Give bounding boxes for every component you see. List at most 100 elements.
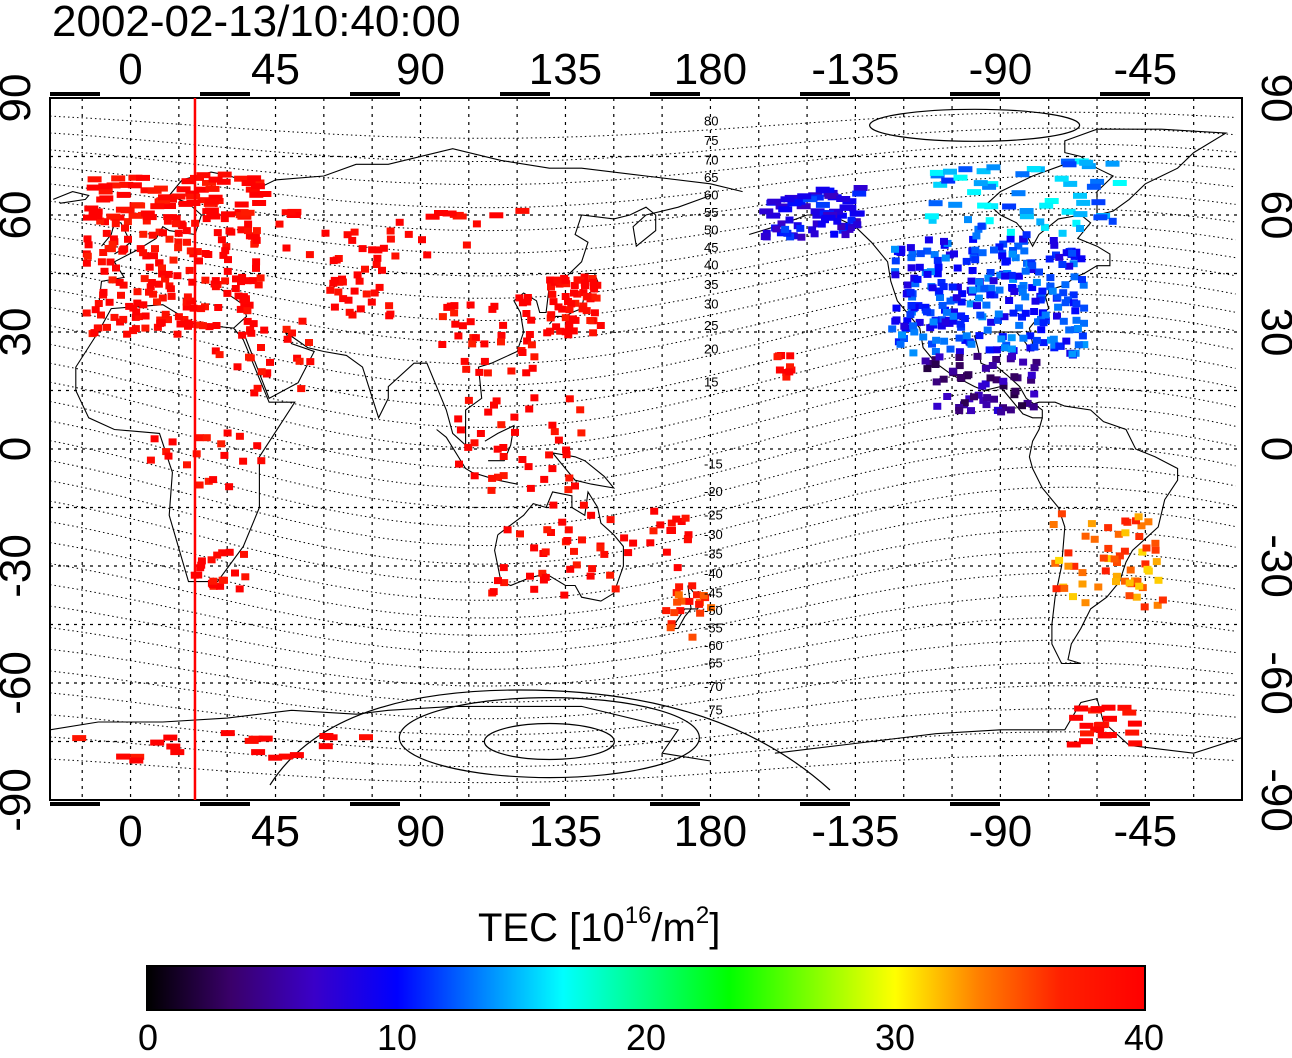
- tec-pixel: [589, 329, 598, 337]
- tec-pixel: [466, 318, 475, 326]
- tec-pixel: [323, 734, 338, 741]
- tec-pixel: [202, 434, 211, 442]
- tec-pixel: [221, 277, 230, 285]
- tec-pixel: [165, 235, 174, 243]
- tec-pixel: [1039, 319, 1048, 327]
- tec-pixel: [1058, 229, 1067, 237]
- tec-pixel: [588, 293, 597, 301]
- tec-pixel: [1125, 579, 1134, 587]
- tec-pixel: [1062, 337, 1071, 345]
- tec-pixel: [395, 218, 404, 226]
- top-longitude-tick-label: 90: [396, 45, 445, 94]
- tec-pixel: [676, 607, 685, 615]
- tec-pixel: [1112, 180, 1127, 186]
- tec-pixel: [937, 279, 946, 286]
- tec-pixel: [900, 335, 908, 342]
- tec-pixel: [386, 227, 395, 235]
- tec-pixel: [257, 457, 266, 465]
- tec-pixel: [891, 257, 900, 265]
- tec-pixel: [1014, 272, 1023, 280]
- tec-pixel: [833, 217, 842, 225]
- tec-pixel: [250, 389, 259, 397]
- tec-pixel: [967, 340, 976, 348]
- tec-pixel: [1019, 358, 1028, 366]
- tec-pixel: [1072, 316, 1081, 324]
- tec-pixel: [997, 335, 1006, 343]
- tec-pixel: [939, 283, 948, 291]
- tec-pixel: [326, 286, 335, 294]
- tec-pixel: [386, 235, 395, 243]
- tec-pixel: [898, 331, 906, 339]
- tec-pixel: [211, 347, 220, 355]
- tec-pixel: [125, 302, 134, 310]
- tec-pixel: [1133, 577, 1142, 585]
- tec-pixel: [131, 202, 146, 209]
- tec-pixel: [571, 299, 580, 307]
- tec-pixel: [932, 378, 941, 386]
- tec-pixel: [221, 247, 230, 255]
- tec-pixel: [101, 218, 109, 226]
- tec-pixel: [1068, 350, 1077, 358]
- tec-pixel: [967, 407, 975, 415]
- tec-pixel: [981, 364, 990, 372]
- top-longitude-tick-label: 135: [529, 45, 602, 94]
- tec-pixel: [245, 353, 253, 361]
- tec-pixel: [588, 275, 597, 282]
- tec-pixel: [418, 236, 426, 244]
- tec-pixel: [1032, 336, 1041, 344]
- tec-pixel: [220, 730, 235, 737]
- tec-pixel: [240, 209, 255, 216]
- tec-pixel: [169, 256, 178, 264]
- tec-pixel: [1036, 296, 1045, 304]
- tec-pixel: [1009, 275, 1018, 283]
- tec-pixel: [455, 460, 463, 468]
- tec-pixel: [1035, 268, 1043, 276]
- tec-pixel: [288, 329, 296, 337]
- tec-pixel: [379, 244, 388, 252]
- tec-pixel: [596, 544, 605, 552]
- tec-pixel: [579, 289, 588, 297]
- bottom-longitude-tick-label: 135: [529, 807, 602, 856]
- bottom-longitude-tick-label: -45: [1114, 807, 1178, 856]
- tec-pixel: [1018, 313, 1026, 321]
- tec-pixel: [173, 272, 182, 280]
- tec-pixel: [995, 286, 1004, 294]
- tec-pixel: [1030, 308, 1039, 315]
- tec-pixel: [942, 308, 951, 316]
- tec-pixel: [1079, 738, 1093, 745]
- tec-pixel: [489, 212, 504, 219]
- tec-pixel: [488, 474, 497, 482]
- tec-pixel: [127, 182, 142, 189]
- tec-pixel: [87, 176, 102, 183]
- tec-pixel: [197, 557, 206, 565]
- coastline: [774, 697, 1243, 754]
- tec-pixel: [992, 376, 1001, 384]
- tec-pixel: [1052, 585, 1061, 593]
- tec-pixel: [250, 183, 265, 190]
- tec-pixel: [548, 290, 557, 298]
- tec-pixel: [903, 317, 912, 325]
- tec-pixel: [490, 401, 498, 409]
- magnetic-latitude-contour: [49, 685, 1236, 736]
- tec-pixel: [815, 201, 830, 208]
- tec-pixel: [888, 325, 897, 333]
- tec-pixel: [1059, 289, 1068, 297]
- tec-pixel: [937, 322, 946, 330]
- tec-pixel: [339, 295, 348, 303]
- tec-pixel: [493, 445, 502, 453]
- tec-pixel: [133, 288, 142, 296]
- tec-pixel: [984, 274, 993, 282]
- tec-pixel: [368, 246, 377, 254]
- colorbar-title-unit: /m: [651, 906, 696, 950]
- tec-pixel: [253, 442, 262, 450]
- magnetic-latitude-label: -35: [704, 546, 723, 561]
- tec-pixel: [952, 294, 961, 302]
- tec-pixel: [824, 192, 839, 199]
- tec-pixel: [330, 303, 339, 311]
- tec-pixel: [558, 305, 567, 313]
- tec-pixel: [1121, 517, 1130, 525]
- tec-pixel: [766, 212, 781, 219]
- colorbar-title-end: ]: [709, 906, 721, 950]
- tec-pixel: [1070, 273, 1079, 281]
- tec-pixel: [1032, 358, 1041, 366]
